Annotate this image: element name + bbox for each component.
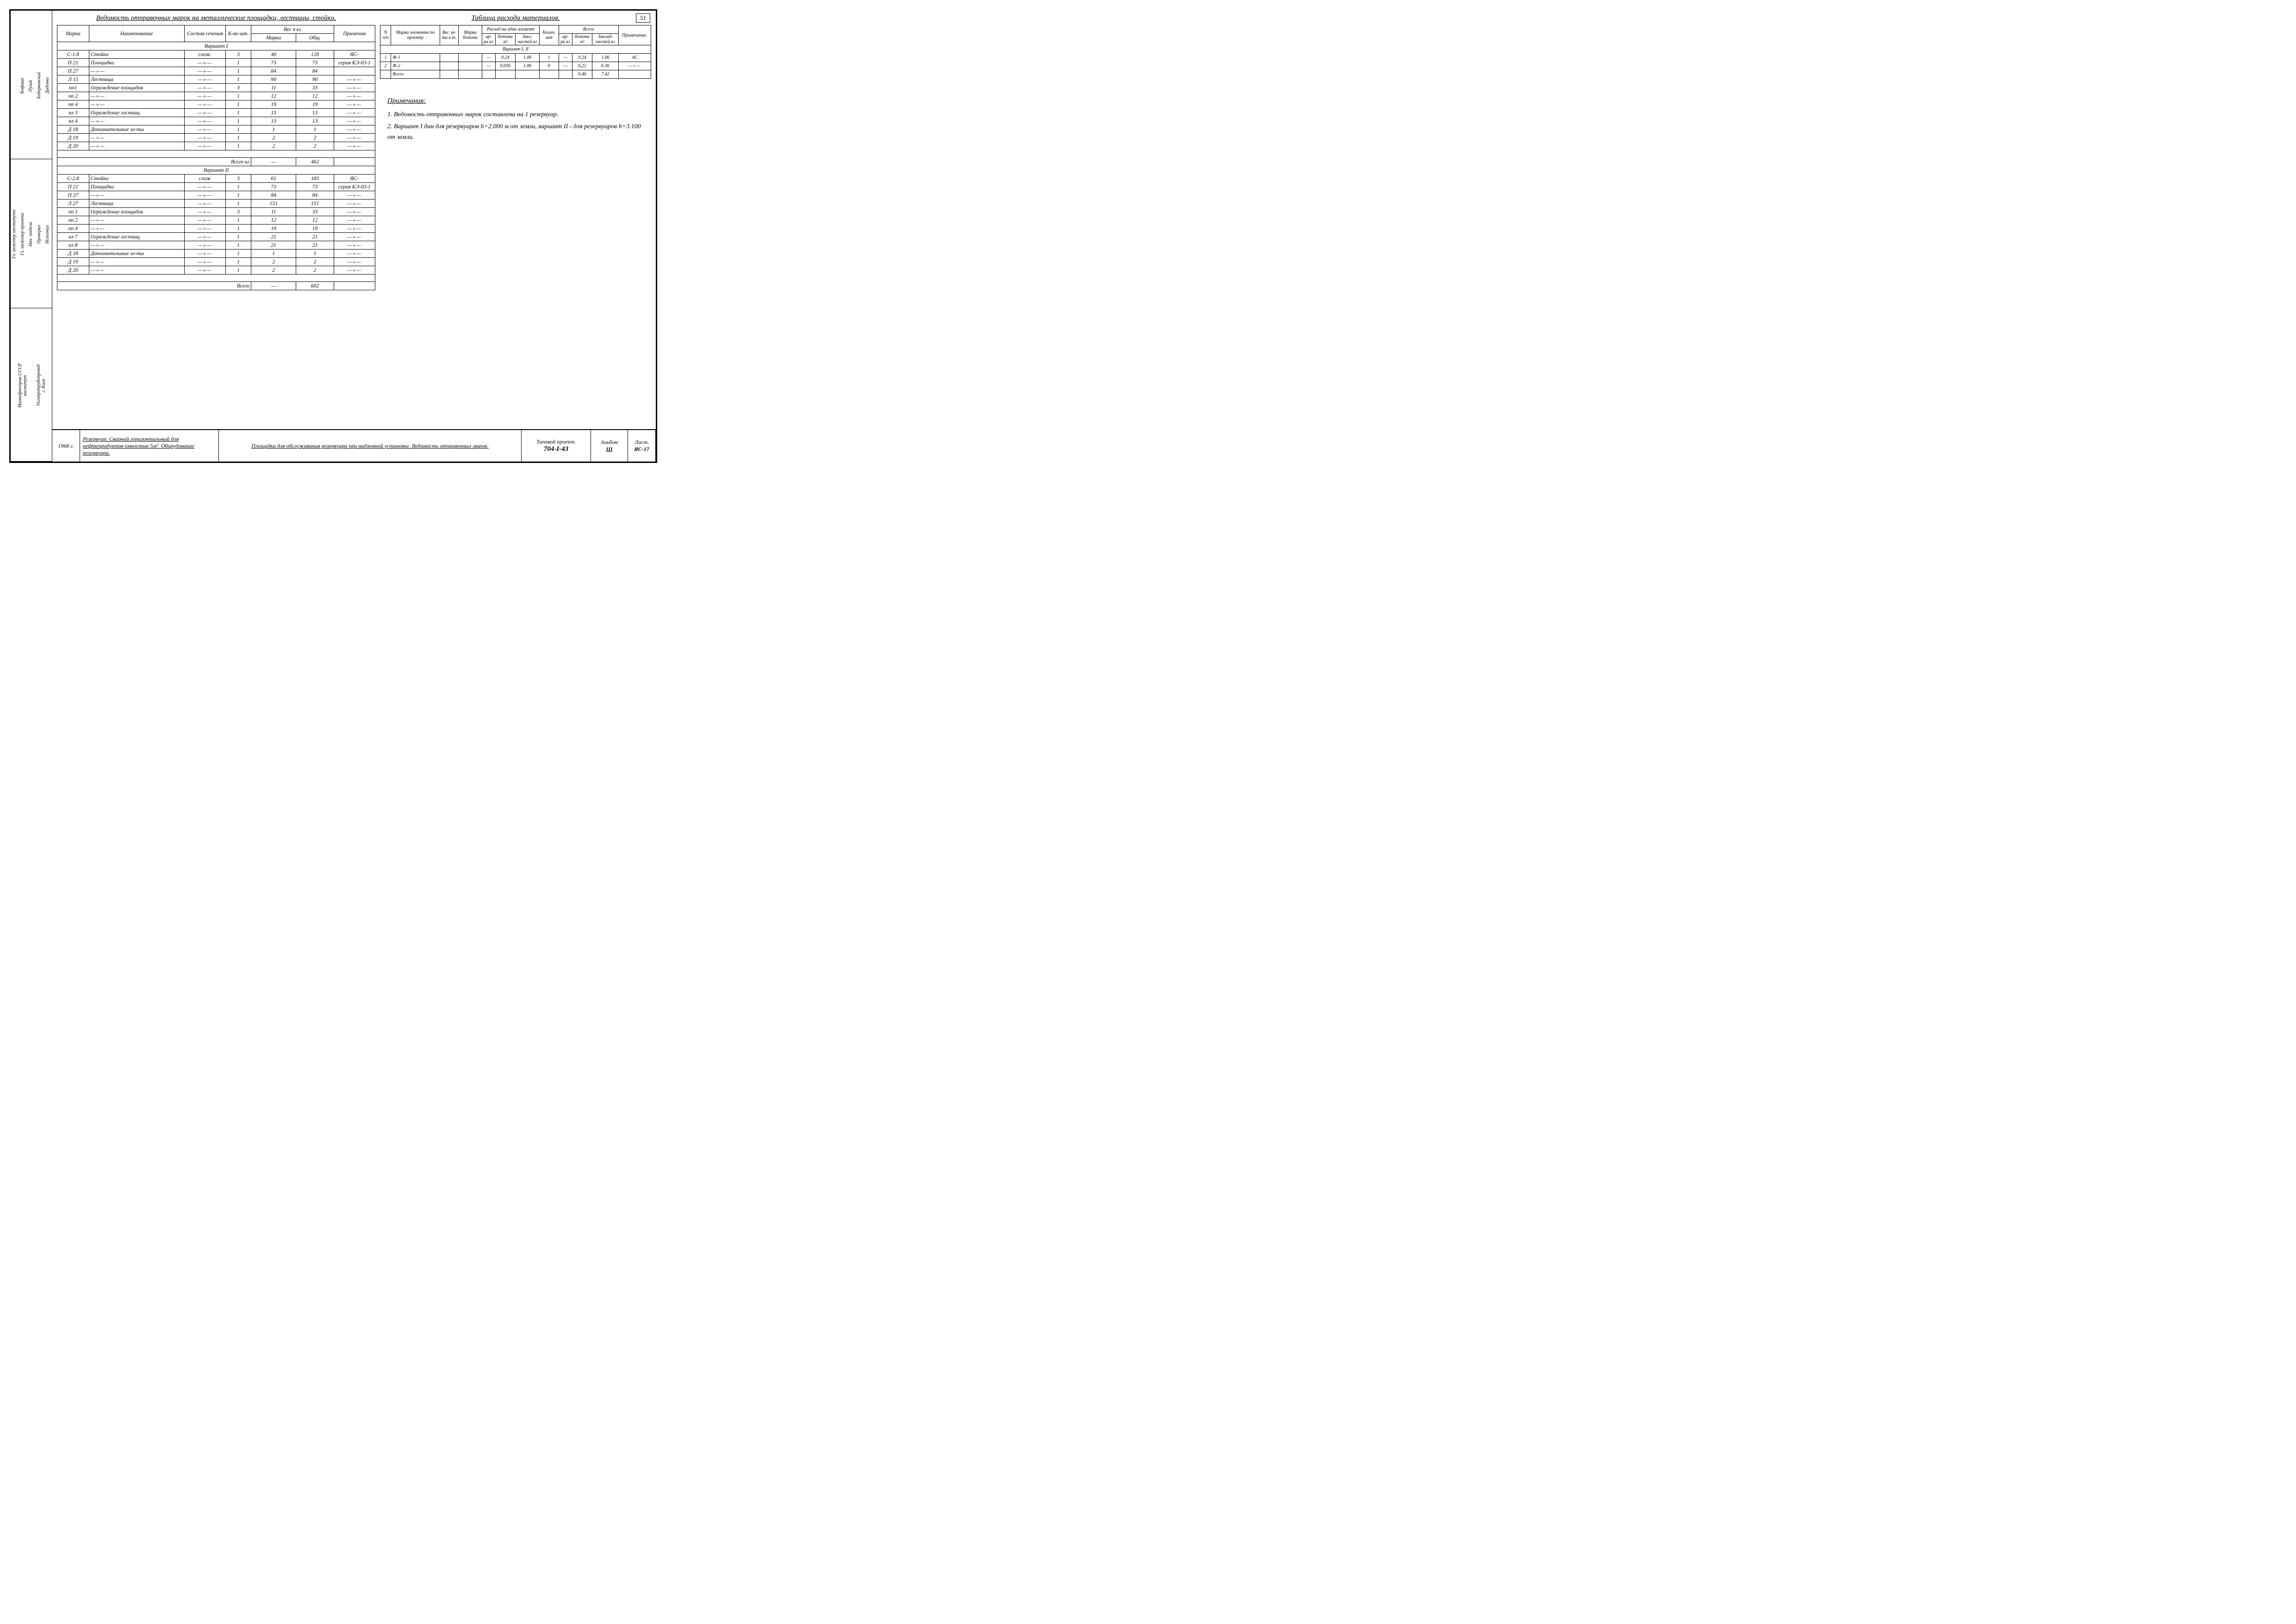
table-row: пп 2—»——»—11212—»— <box>57 92 375 100</box>
t2-total-b2: 0.46 <box>572 70 592 79</box>
h2-vsego: Всего <box>559 25 618 34</box>
h2-mb: Марка бетона <box>459 25 482 45</box>
h2-zakl: Закл. частей кг <box>515 34 539 45</box>
title-block: 1968 г. Резервуар. Сварной горизонтальны… <box>52 429 656 462</box>
tb-sheet: Лист. ЯС-17 <box>628 430 656 462</box>
table-row: пп 4—»——»—11919—»— <box>57 100 375 109</box>
table-row: С-1.8Стойкислож.340120ЯС- <box>57 50 375 59</box>
table-row: 2Ф-2—0,0361.066—0,226.36—»— <box>380 62 651 70</box>
h-ves-marki: Марки <box>251 34 296 42</box>
table-row: 1Ф-1—0,241.061—0,241.06АС <box>380 54 651 62</box>
t2-total-label: Всего <box>391 70 440 79</box>
material-consumption-table: N п/п Марка элемента по проекту Вес эл-т… <box>380 25 651 79</box>
name-3: Ходорковский <box>37 72 42 99</box>
h-prim: Примечан <box>334 25 375 42</box>
table-row: пл 7Ограждение лестниц—»—12121—»— <box>57 233 375 241</box>
h-kvo: К-во шт. <box>226 25 251 42</box>
h2-rashod: Расход на один элемент <box>482 25 539 34</box>
note-1: 1. Ведомость отправочных марок составлен… <box>387 110 644 120</box>
h-ves: Вес в кг <box>251 25 334 34</box>
notes-title: Примечания: <box>387 97 644 105</box>
role-3: Проверил <box>37 225 42 244</box>
h2-arra2: ар-ра кг <box>559 34 572 45</box>
t2-total-z2: 7.42 <box>592 70 618 79</box>
v1-total-label: Всего кг <box>57 158 251 166</box>
table-row: П 21Площадка—»—17373серия КЭ-03-1 <box>57 183 375 191</box>
tb-year: 1968 г. <box>52 430 80 462</box>
role-1: Гл. инженер проекта <box>20 213 25 256</box>
v2-total-label: Всего <box>57 282 251 290</box>
h-name: Наименование <box>89 25 184 42</box>
table1-title: Ведомость отправочных марок на металличе… <box>57 14 375 22</box>
h2-arra: ар-ра кг <box>482 34 495 45</box>
org-3: г. Киев <box>41 379 46 392</box>
role-4: Исполнил <box>45 225 50 244</box>
h2-beton: бетона м³ <box>495 34 515 45</box>
h2-kol: Колич. шт <box>540 25 559 45</box>
table-row: пп 4—»——»—11919—»— <box>57 225 375 233</box>
org-1: институт <box>23 375 28 396</box>
table-row: Л 27Лестница—»—1151151—»— <box>57 200 375 208</box>
h2-marka: Марка элемента по проекту <box>391 25 440 45</box>
table2-title: Таблица расхода материалов. <box>380 14 651 22</box>
t2-variant-label: Вариант I, II <box>380 45 651 54</box>
table-row: П 21Площадка—»—17373серия КЭ-03-1 <box>57 59 375 67</box>
table-row: пп 2—»——»—11212—»— <box>57 216 375 225</box>
table-row: Л 15Лестница—»—19090—»— <box>57 75 375 84</box>
shipment-marks-table: Марка Наименование Состав сечения К-во ш… <box>57 25 375 290</box>
table-row: Д 20—»——»—122—»— <box>57 142 375 150</box>
h-ves-obsh: Общ. <box>296 34 334 42</box>
tb-desc: Резервуар. Сварной горизонтальный для не… <box>80 430 219 462</box>
table-row: пп1Ограждение площадок—»—31133—»— <box>57 84 375 92</box>
role-0: Гл. инженер института <box>12 210 17 259</box>
table-row: пл 4—»——»—11313—»— <box>57 117 375 125</box>
right-column: Таблица расхода материалов. N п/п Марка … <box>380 13 651 426</box>
table-row: Д 18Дополнительные эл-ты—»—111—»— <box>57 250 375 258</box>
role-2: Нач. отдела <box>28 222 33 247</box>
h-sostav: Состав сечения <box>184 25 225 42</box>
h2-zakl2: Заклад. частей кг <box>592 34 618 45</box>
table-row: пп 1Ограждение площадок—»—31133—»— <box>57 208 375 216</box>
variant2-label: Вариант II <box>57 166 375 175</box>
org-0: Миннефтепром СССР <box>18 363 23 408</box>
main-area: Ведомость отправочных марок на металличе… <box>52 11 656 462</box>
h2-beton2: бетона м³ <box>572 34 592 45</box>
tb-album: Альбом III <box>591 430 628 462</box>
table-row: Д 19—»——»—122—»— <box>57 258 375 266</box>
table-row: П 27—»——»—18484—»— <box>57 191 375 200</box>
h2-prim: Примечание. <box>618 25 651 45</box>
v1-total: 462 <box>296 158 334 166</box>
table-row: С-2.8Стойкислож361183ЯС- <box>57 175 375 183</box>
left-margin: Диденко Ходорковский Пузий Кофман Исполн… <box>11 11 52 462</box>
table-row: П 27—»——»—18484 <box>57 67 375 75</box>
v2-total: 602 <box>296 282 334 290</box>
h2-n: N п/п <box>380 25 391 45</box>
table-row: пл 8—»——»—12121—»— <box>57 241 375 250</box>
h-marka: Марка <box>57 25 89 42</box>
table-row: Д 18Дополнительные эл-ты—»—111—»— <box>57 125 375 134</box>
page-number: 51 <box>636 13 650 23</box>
h2-ves: Вес эл-та в т. <box>440 25 458 45</box>
name-0: Кофман <box>20 78 25 94</box>
left-column: Ведомость отправочных марок на металличе… <box>57 13 375 426</box>
name-4: Диденко <box>45 78 50 94</box>
variant1-label: Вариант I <box>57 42 375 50</box>
notes-block: Примечания: 1. Ведомость отправочных мар… <box>380 93 651 147</box>
table-row: Д 19—»——»—122—»— <box>57 134 375 142</box>
table-row: пл 3Ограждение лестниц—»—11313—»— <box>57 109 375 117</box>
name-2: Пузий <box>28 80 33 91</box>
table-row: Д 20—»——»—122—»— <box>57 266 375 275</box>
drawing-sheet: 51 Диденко Ходорковский Пузий Кофман Исп… <box>9 9 657 463</box>
org-2: Укгипротрубопровод <box>36 364 41 406</box>
note-2: 2. Вариант I дан для резервуаров h=2.000… <box>387 122 644 143</box>
tb-project: Типовой проект. 704-I-43 <box>522 430 591 462</box>
tb-main: Площадка для обслуживания резервуара при… <box>219 430 522 462</box>
